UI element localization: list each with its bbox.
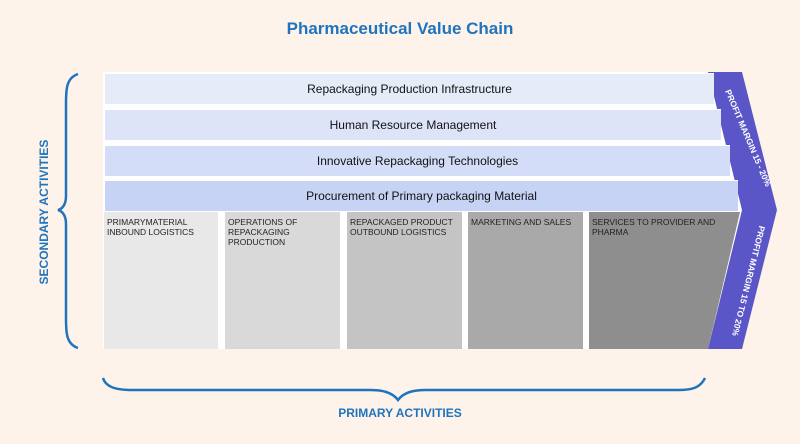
- secondary-row-procurement: Procurement of Primary packaging Materia…: [104, 180, 738, 212]
- secondary-row-label: Repackaging Production Infrastructure: [307, 82, 512, 96]
- primary-brace: [101, 377, 707, 403]
- diagram-title: Pharmaceutical Value Chain: [286, 19, 514, 38]
- primary-services: SERVICES TO PROVIDER AND PHARMA: [592, 217, 716, 237]
- secondary-row-technology: Innovative Repackaging Technologies: [104, 145, 730, 177]
- secondary-row-hr: Human Resource Management: [104, 109, 721, 141]
- primary-activities-label: PRIMARY ACTIVITIES: [338, 406, 462, 420]
- secondary-row-label: Innovative Repackaging Technologies: [316, 154, 519, 168]
- primary-inbound-logistics: PRIMARYMATERIAL INBOUND LOGISTICS: [104, 212, 218, 349]
- primary-marketing-sales: MARKETING AND SALES: [468, 212, 583, 349]
- primary-outbound-logistics: REPACKAGED PRODUCT OUTBOUND LOGISTICS: [347, 212, 462, 349]
- secondary-row-label: Human Resource Management: [329, 118, 497, 132]
- secondary-brace: [57, 72, 79, 350]
- profit-margin-band: [708, 72, 777, 349]
- secondary-row-label: Procurement of Primary packaging Materia…: [306, 189, 537, 203]
- secondary-row-infrastructure: Repackaging Production Infrastructure: [104, 73, 714, 105]
- primary-services-box: [589, 212, 740, 349]
- primary-operations: OPERATIONS OF REPACKAGING PRODUCTION: [225, 212, 340, 349]
